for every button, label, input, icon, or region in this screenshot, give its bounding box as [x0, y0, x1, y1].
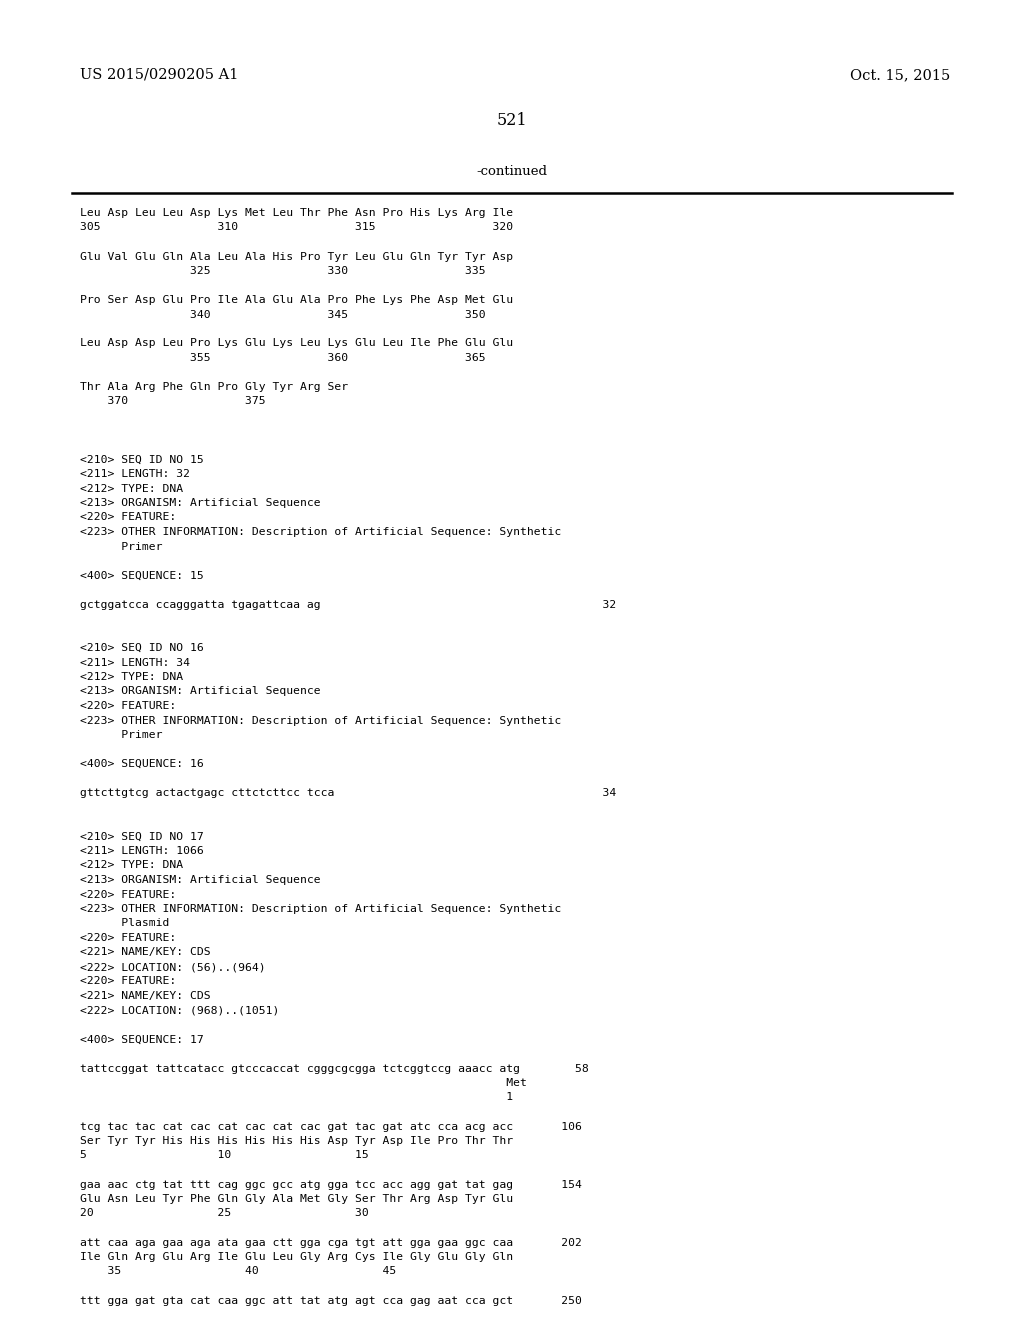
Text: Leu Asp Asp Leu Pro Lys Glu Lys Leu Lys Glu Leu Ile Phe Glu Glu: Leu Asp Asp Leu Pro Lys Glu Lys Leu Lys … — [80, 338, 513, 348]
Text: 35                  40                  45: 35 40 45 — [80, 1266, 396, 1276]
Text: <213> ORGANISM: Artificial Sequence: <213> ORGANISM: Artificial Sequence — [80, 875, 321, 884]
Text: Glu Val Glu Gln Ala Leu Ala His Pro Tyr Leu Glu Gln Tyr Tyr Asp: Glu Val Glu Gln Ala Leu Ala His Pro Tyr … — [80, 252, 513, 261]
Text: <223> OTHER INFORMATION: Description of Artificial Sequence: Synthetic: <223> OTHER INFORMATION: Description of … — [80, 715, 561, 726]
Text: <212> TYPE: DNA: <212> TYPE: DNA — [80, 861, 183, 870]
Text: <222> LOCATION: (56)..(964): <222> LOCATION: (56)..(964) — [80, 962, 265, 972]
Text: <223> OTHER INFORMATION: Description of Artificial Sequence: Synthetic: <223> OTHER INFORMATION: Description of … — [80, 527, 561, 537]
Text: ttt gga gat gta cat caa ggc att tat atg agt cca gag aat cca gct       250: ttt gga gat gta cat caa ggc att tat atg … — [80, 1295, 582, 1305]
Text: 305                 310                 315                 320: 305 310 315 320 — [80, 223, 513, 232]
Text: Thr Ala Arg Phe Gln Pro Gly Tyr Arg Ser: Thr Ala Arg Phe Gln Pro Gly Tyr Arg Ser — [80, 381, 348, 392]
Text: <400> SEQUENCE: 16: <400> SEQUENCE: 16 — [80, 759, 204, 770]
Text: <210> SEQ ID NO 17: <210> SEQ ID NO 17 — [80, 832, 204, 842]
Text: 20                  25                  30: 20 25 30 — [80, 1209, 369, 1218]
Text: 355                 360                 365: 355 360 365 — [80, 352, 485, 363]
Text: tattccggat tattcatacc gtcccaccat cgggcgcgga tctcggtccg aaacc atg        58: tattccggat tattcatacc gtcccaccat cgggcgc… — [80, 1064, 589, 1073]
Text: Leu Asp Leu Leu Asp Lys Met Leu Thr Phe Asn Pro His Lys Arg Ile: Leu Asp Leu Leu Asp Lys Met Leu Thr Phe … — [80, 209, 513, 218]
Text: <212> TYPE: DNA: <212> TYPE: DNA — [80, 483, 183, 494]
Text: <220> FEATURE:: <220> FEATURE: — [80, 701, 176, 711]
Text: <400> SEQUENCE: 17: <400> SEQUENCE: 17 — [80, 1035, 204, 1044]
Text: Ser Tyr Tyr His His His His His His Asp Tyr Asp Ile Pro Thr Thr: Ser Tyr Tyr His His His His His His Asp … — [80, 1137, 513, 1146]
Text: tcg tac tac cat cac cat cac cat cac gat tac gat atc cca acg acc       106: tcg tac tac cat cac cat cac cat cac gat … — [80, 1122, 582, 1131]
Text: Met: Met — [80, 1078, 527, 1088]
Text: 340                 345                 350: 340 345 350 — [80, 309, 485, 319]
Text: 1: 1 — [80, 1093, 513, 1102]
Text: 370                 375: 370 375 — [80, 396, 265, 407]
Text: <221> NAME/KEY: CDS: <221> NAME/KEY: CDS — [80, 948, 211, 957]
Text: <400> SEQUENCE: 15: <400> SEQUENCE: 15 — [80, 570, 204, 581]
Text: gctggatcca ccagggatta tgagattcaa ag                                         32: gctggatcca ccagggatta tgagattcaa ag 32 — [80, 599, 616, 610]
Text: <212> TYPE: DNA: <212> TYPE: DNA — [80, 672, 183, 682]
Text: 325                 330                 335: 325 330 335 — [80, 267, 485, 276]
Text: <211> LENGTH: 34: <211> LENGTH: 34 — [80, 657, 190, 668]
Text: <221> NAME/KEY: CDS: <221> NAME/KEY: CDS — [80, 991, 211, 1001]
Text: <222> LOCATION: (968)..(1051): <222> LOCATION: (968)..(1051) — [80, 1006, 280, 1015]
Text: 5                   10                  15: 5 10 15 — [80, 1151, 369, 1160]
Text: gttcttgtcg actactgagc cttctcttcc tcca                                       34: gttcttgtcg actactgagc cttctcttcc tcca 34 — [80, 788, 616, 799]
Text: <213> ORGANISM: Artificial Sequence: <213> ORGANISM: Artificial Sequence — [80, 686, 321, 697]
Text: -continued: -continued — [476, 165, 548, 178]
Text: Pro Ser Asp Glu Pro Ile Ala Glu Ala Pro Phe Lys Phe Asp Met Glu: Pro Ser Asp Glu Pro Ile Ala Glu Ala Pro … — [80, 294, 513, 305]
Text: gaa aac ctg tat ttt cag ggc gcc atg gga tcc acc agg gat tat gag       154: gaa aac ctg tat ttt cag ggc gcc atg gga … — [80, 1180, 582, 1189]
Text: Primer: Primer — [80, 730, 163, 741]
Text: Glu Asn Leu Tyr Phe Gln Gly Ala Met Gly Ser Thr Arg Asp Tyr Glu: Glu Asn Leu Tyr Phe Gln Gly Ala Met Gly … — [80, 1195, 513, 1204]
Text: <211> LENGTH: 32: <211> LENGTH: 32 — [80, 469, 190, 479]
Text: <210> SEQ ID NO 15: <210> SEQ ID NO 15 — [80, 454, 204, 465]
Text: <213> ORGANISM: Artificial Sequence: <213> ORGANISM: Artificial Sequence — [80, 498, 321, 508]
Text: <223> OTHER INFORMATION: Description of Artificial Sequence: Synthetic: <223> OTHER INFORMATION: Description of … — [80, 904, 561, 913]
Text: <220> FEATURE:: <220> FEATURE: — [80, 977, 176, 986]
Text: 521: 521 — [497, 112, 527, 129]
Text: Ile Gln Arg Glu Arg Ile Glu Leu Gly Arg Cys Ile Gly Glu Gly Gln: Ile Gln Arg Glu Arg Ile Glu Leu Gly Arg … — [80, 1251, 513, 1262]
Text: att caa aga gaa aga ata gaa ctt gga cga tgt att gga gaa ggc caa       202: att caa aga gaa aga ata gaa ctt gga cga … — [80, 1238, 582, 1247]
Text: <220> FEATURE:: <220> FEATURE: — [80, 933, 176, 942]
Text: Plasmid: Plasmid — [80, 919, 169, 928]
Text: <211> LENGTH: 1066: <211> LENGTH: 1066 — [80, 846, 204, 855]
Text: Primer: Primer — [80, 541, 163, 552]
Text: Oct. 15, 2015: Oct. 15, 2015 — [850, 69, 950, 82]
Text: <220> FEATURE:: <220> FEATURE: — [80, 512, 176, 523]
Text: <210> SEQ ID NO 16: <210> SEQ ID NO 16 — [80, 643, 204, 653]
Text: <220> FEATURE:: <220> FEATURE: — [80, 890, 176, 899]
Text: US 2015/0290205 A1: US 2015/0290205 A1 — [80, 69, 239, 82]
